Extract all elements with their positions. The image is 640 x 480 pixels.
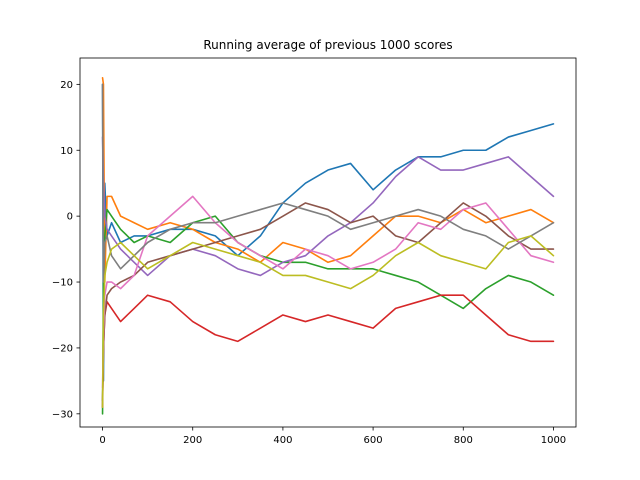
series-line-4 [101, 294, 555, 409]
y-tick-label: 10 [60, 146, 73, 157]
series-line-1 [101, 83, 555, 382]
series-line-3 [101, 208, 555, 415]
series-layer [101, 76, 555, 415]
x-tick-label: 800 [454, 435, 473, 446]
axes-frame [79, 57, 577, 428]
x-tick-label: 1000 [541, 435, 566, 446]
y-tick-label: −20 [52, 343, 73, 354]
series-line-2 [101, 76, 555, 283]
axes-layer: 0 200 400 600 800 1000 −30 −20 −10 0 10 20 [52, 57, 577, 446]
y-tick-label: 0 [67, 212, 73, 223]
x-tick-label: 200 [183, 435, 202, 446]
y-tick-label: −30 [52, 409, 73, 420]
series-line-9 [101, 235, 555, 409]
y-tick-label: 20 [60, 80, 73, 91]
y-tick-label: −10 [52, 278, 73, 289]
x-tick-label: 600 [364, 435, 383, 446]
x-tick-label: 0 [99, 435, 105, 446]
x-tick-label: 400 [273, 435, 292, 446]
chart-title: Running average of previous 1000 scores [203, 38, 452, 52]
series-line-6 [101, 202, 555, 402]
series-line-7 [101, 195, 555, 389]
series-line-8 [101, 83, 555, 283]
